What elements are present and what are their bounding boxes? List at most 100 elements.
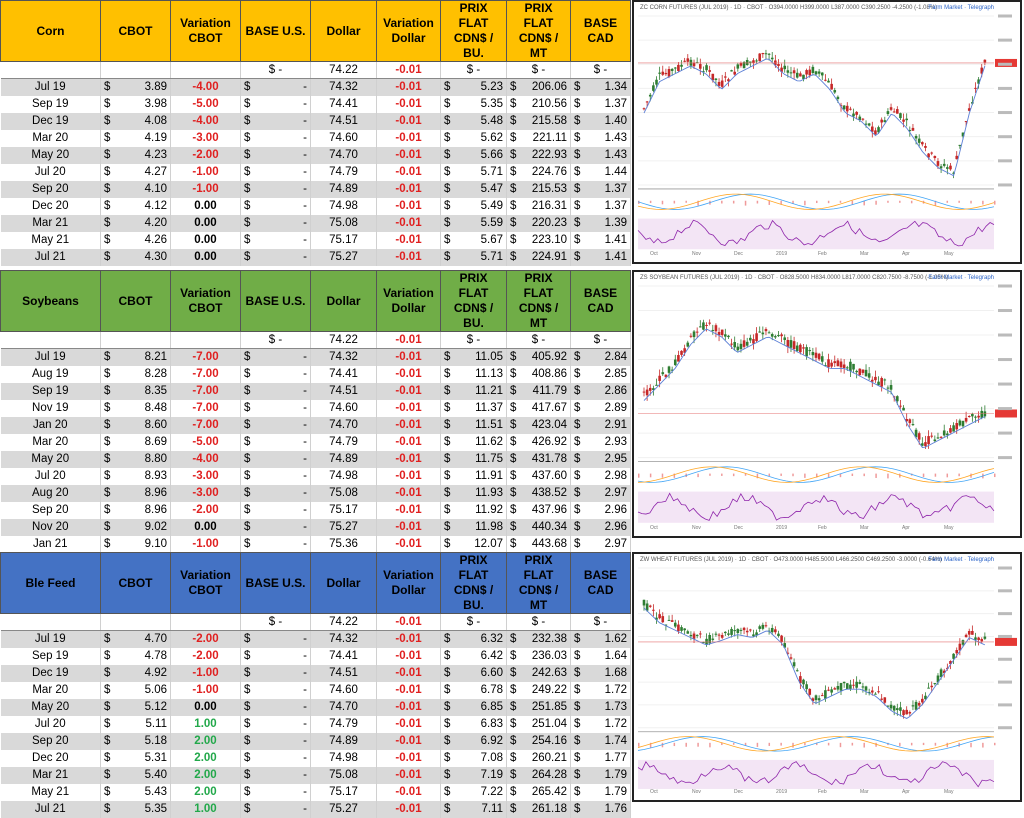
candle-body: [867, 373, 871, 378]
cbot-price-value: 4.08: [144, 115, 167, 127]
base-row-cbot: [100, 331, 171, 349]
prix-flat-mt-value: 251.85: [531, 701, 567, 713]
candle-body: [936, 437, 940, 439]
base-row-variation: [170, 61, 241, 79]
candle-body: [767, 332, 771, 334]
base-cad: $1.64: [570, 647, 631, 665]
candle-body: [861, 369, 865, 373]
col-header-dollar: Dollar: [310, 270, 377, 332]
cbot-price: $5.18: [100, 732, 171, 750]
table-row: Sep 19 $4.78 -2.00 $ -74.41 -0.01 $6.42 $236.03…: [0, 647, 631, 665]
candle-body: [983, 59, 987, 63]
prix-flat-bu-value: 11.05: [475, 351, 503, 364]
cbot-price: $4.78: [100, 647, 171, 665]
base-us: $ -: [240, 399, 311, 417]
prix-flat-mt-value: 242.63: [531, 667, 567, 679]
base-us-dash: -: [303, 735, 307, 747]
currency-symbol: $: [574, 718, 581, 730]
candle-body: [805, 70, 808, 75]
moving-average-line: [643, 58, 986, 177]
contract-month: May 21: [0, 231, 101, 249]
prix-flat-bu-value: 11.13: [475, 368, 503, 380]
base-row-month: [0, 61, 101, 79]
col-header-prix-flat-bu: PRIX FLAT CDN$ / BU.: [440, 0, 507, 62]
prix-flat-bu-value: 7.08: [480, 752, 503, 764]
base-row: $ -74.22 -0.01 $ - $ - $ -: [0, 61, 631, 79]
col-header-commodity: Corn: [0, 0, 101, 62]
candle-body: [727, 633, 730, 635]
axis-tick-mark: [998, 86, 1012, 90]
cbot-price: $8.60: [100, 416, 171, 434]
prix-flat-mt: $254.16: [506, 732, 571, 750]
candle-body: [958, 643, 962, 651]
candle-body: [880, 119, 883, 123]
prix-flat-bu-value: 5.47: [480, 183, 503, 195]
candle-body: [786, 70, 790, 73]
candle-body: [667, 619, 671, 621]
variation-cbot: -7.00: [170, 348, 241, 366]
base-us: $ -: [240, 715, 311, 733]
base-us: $ -: [240, 681, 311, 699]
col-header-variation-cbot: Variation CBOT: [170, 552, 241, 614]
prix-flat-mt-value: 260.21: [531, 752, 567, 764]
candle-body: [774, 336, 777, 338]
candle-body: [824, 79, 827, 81]
candle-body: [946, 167, 949, 169]
candle-body: [870, 126, 874, 132]
cbot-price: $3.98: [100, 95, 171, 113]
candle-body: [780, 635, 783, 643]
current-price-tag: [995, 637, 1017, 646]
histogram-bar: [721, 742, 723, 746]
histogram-bar: [851, 200, 854, 205]
candle-body: [892, 705, 896, 711]
base-cad-value: 1.41: [604, 251, 627, 263]
base-row-flat-mt: $ -: [506, 613, 571, 631]
candle-body: [980, 67, 984, 74]
candle-body: [749, 337, 752, 341]
cbot-price-value: 8.69: [144, 436, 167, 448]
prix-flat-mt: $264.28: [506, 766, 571, 784]
soybeans-block: Soybeans CBOT Variation CBOT BASE U.S. Dolla…: [0, 270, 1024, 553]
cbot-price-value: 3.98: [144, 98, 167, 110]
variation-cbot: 2.00: [170, 783, 241, 801]
x-axis-month-label: Feb: [818, 251, 827, 257]
variation-dollar: -0.01: [376, 433, 441, 451]
histogram-bar: [697, 473, 699, 478]
base-cad: $2.97: [570, 484, 631, 502]
base-cad-value: 1.72: [604, 718, 627, 730]
histogram-bar: [863, 200, 865, 206]
variation-dollar: -0.01: [376, 732, 441, 750]
prix-flat-bu-value: 11.92: [475, 504, 503, 516]
candle-body: [802, 74, 805, 79]
variation-cbot: 2.00: [170, 749, 241, 767]
histogram-bar: [649, 200, 652, 204]
candle-body: [896, 708, 899, 711]
base-us: $ -: [240, 518, 311, 536]
variation-cbot: -1.00: [170, 535, 241, 553]
currency-symbol: $: [574, 402, 581, 414]
cbot-price-value: 4.92: [144, 667, 167, 679]
histogram-bar: [732, 200, 735, 204]
currency-symbol: $: [244, 667, 251, 679]
candle-body: [964, 417, 968, 422]
currency-symbol: $: [104, 470, 111, 482]
prix-flat-mt: $408.86: [506, 365, 571, 383]
cbot-price-value: 5.11: [145, 718, 167, 730]
candle-body: [724, 334, 727, 337]
base-row-base-us: $ -: [240, 61, 311, 79]
base-cad-value: 2.96: [604, 521, 627, 533]
col-header-commodity: Soybeans: [0, 270, 101, 332]
currency-symbol: $: [444, 234, 451, 246]
col-header-prix-flat-bu: PRIX FLAT CDN$ / BU.: [440, 270, 507, 332]
base-us: $ -: [240, 535, 311, 553]
currency-symbol: $: [104, 769, 111, 781]
prix-flat-bu-value: 11.93: [475, 487, 503, 499]
base-cad-value: 2.97: [604, 487, 627, 499]
histogram-bar: [816, 473, 818, 478]
prix-flat-bu: $5.71: [440, 163, 507, 181]
x-axis-month-label: Nov: [692, 789, 701, 795]
base-us: $ -: [240, 433, 311, 451]
base-us-dash: -: [303, 487, 307, 499]
histogram-bar: [934, 473, 937, 477]
candle-body: [717, 331, 721, 336]
